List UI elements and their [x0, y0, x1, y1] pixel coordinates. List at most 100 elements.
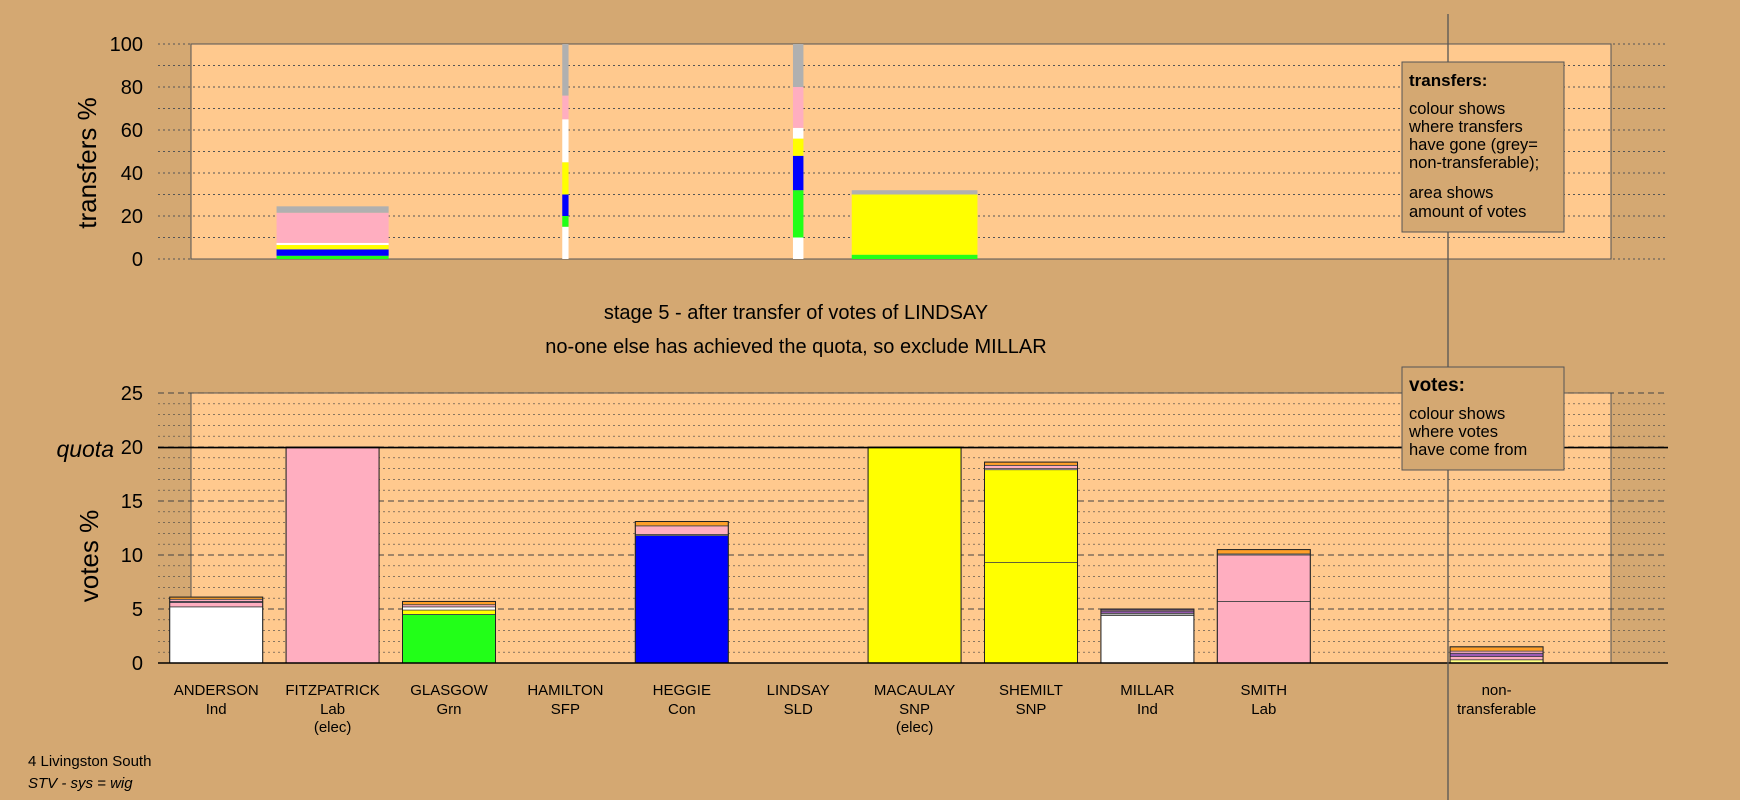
transfers-bars — [276, 44, 978, 259]
candidate-party: SFP — [551, 701, 580, 718]
candidate-party: Grn — [436, 701, 461, 718]
candidate-party: transferable — [1457, 701, 1536, 718]
footer-ward: 4 Livingston South — [28, 753, 151, 770]
candidate-party: SNP — [1016, 701, 1047, 718]
vote-bar — [634, 521, 729, 664]
vote-segment — [402, 606, 496, 611]
transfers-tick-label: 100 — [110, 34, 143, 56]
transfers-tick-labels: 0 20 40 60 80 100 — [110, 34, 143, 271]
candidate-party: Ind — [206, 701, 227, 718]
candidate-name: HAMILTON — [527, 682, 603, 699]
vote-segment — [1216, 554, 1311, 602]
votes-tick-label: 10 — [121, 545, 143, 567]
transfer-segment — [276, 255, 389, 259]
transfers-legend-line: amount of votes — [1409, 203, 1526, 221]
vote-segment — [634, 525, 729, 535]
transfers-legend-line: have gone (grey= — [1409, 136, 1538, 154]
candidate-name: MILLAR — [1120, 682, 1174, 699]
transfer-segment — [562, 44, 569, 96]
transfers-axis-label: transfers % — [72, 97, 102, 229]
candidate-party: SNP — [899, 701, 930, 718]
transfer-segment — [792, 44, 804, 87]
stage-subtitle: no-one else has achieved the quota, so e… — [545, 336, 1046, 358]
transfers-legend-box — [1401, 61, 1565, 233]
vote-bar — [402, 600, 496, 664]
vote-segment — [984, 469, 1078, 563]
votes-legend-line: have come from — [1409, 441, 1527, 459]
transfers-tick-label: 60 — [121, 120, 143, 142]
vote-segment — [1216, 549, 1311, 555]
transfer-segment — [562, 226, 569, 259]
transfer-segment — [851, 254, 978, 259]
transfers-tick-label: 40 — [121, 163, 143, 185]
vote-bar — [867, 446, 962, 664]
transfer-segment — [276, 206, 389, 213]
candidate-party: Con — [668, 701, 696, 718]
votes-legend-line: where votes — [1408, 423, 1498, 441]
transfers-legend-line: non-transferable); — [1409, 154, 1539, 172]
vote-segment — [285, 446, 380, 664]
votes-tick-labels: 0 5 10 15 20 25 — [121, 383, 143, 675]
transfer-segment — [792, 155, 804, 191]
vote-segment — [169, 606, 264, 664]
votes-tick-label: 20 — [121, 437, 143, 459]
candidate-party: Lab — [320, 701, 345, 718]
transfer-segment — [792, 127, 804, 139]
transfer-segment — [562, 216, 569, 227]
vote-segment — [1449, 652, 1544, 657]
votes-bars — [169, 446, 1544, 664]
votes-legend-title: votes: — [1409, 375, 1465, 396]
transfer-segment — [562, 162, 569, 195]
candidate-note: (elec) — [896, 719, 934, 736]
votes-axis-label: votes % — [74, 510, 104, 603]
transfer-segment — [276, 242, 389, 246]
vote-segment — [634, 521, 729, 527]
vote-segment — [1100, 615, 1195, 664]
transfer-segment — [851, 194, 978, 255]
candidate-party: Lab — [1251, 701, 1276, 718]
transfers-legend-line: colour shows — [1409, 100, 1505, 118]
transfer-segment — [562, 95, 569, 120]
votes-tick-label: 5 — [132, 599, 143, 621]
transfer-segment — [851, 190, 978, 195]
vote-segment — [402, 609, 496, 615]
votes-legend: votes: colour shows where votes have com… — [1401, 366, 1565, 471]
candidate-name: SHEMILT — [999, 682, 1063, 699]
transfer-segment — [562, 119, 569, 163]
transfers-legend: transfers: colour shows where transfers … — [1401, 61, 1565, 233]
vote-bar — [169, 596, 264, 664]
votes-legend-line: colour shows — [1409, 405, 1505, 423]
candidate-note: (elec) — [314, 719, 352, 736]
vote-bar — [1100, 608, 1195, 664]
candidate-name: ANDERSON — [174, 682, 259, 699]
vote-segment — [1449, 646, 1544, 652]
vote-segment — [1216, 601, 1311, 664]
votes-legend-box — [1401, 366, 1565, 471]
transfer-segment — [562, 194, 569, 216]
transfer-segment — [276, 249, 389, 256]
vote-segment — [634, 535, 729, 664]
candidate-name: SMITH — [1240, 682, 1287, 699]
quota-label: quota — [56, 436, 114, 462]
vote-bar — [984, 461, 1078, 664]
transfer-segment — [792, 138, 804, 156]
transfer-segment — [792, 237, 804, 259]
candidate-name: FITZPATRICK — [285, 682, 379, 699]
vote-bar — [1449, 646, 1544, 664]
candidate-name: non- — [1482, 682, 1512, 699]
transfers-legend-line: area shows — [1409, 184, 1493, 202]
transfers-legend-line: where transfers — [1408, 118, 1523, 136]
transfers-tick-label: 20 — [121, 206, 143, 228]
candidate-labels: ANDERSONIndFITZPATRICKLab(elec)GLASGOWGr… — [174, 682, 1537, 736]
votes-tick-label: 25 — [121, 383, 143, 405]
transfer-segment — [276, 245, 389, 250]
transfer-segment — [792, 87, 804, 128]
candidate-party: Ind — [1137, 701, 1158, 718]
votes-tick-label: 15 — [121, 491, 143, 513]
votes-tick-label: 0 — [132, 653, 143, 675]
vote-segment — [984, 464, 1078, 469]
candidate-name: LINDSAY — [767, 682, 830, 699]
transfer-segment — [792, 190, 804, 238]
vote-segment — [1449, 656, 1544, 661]
